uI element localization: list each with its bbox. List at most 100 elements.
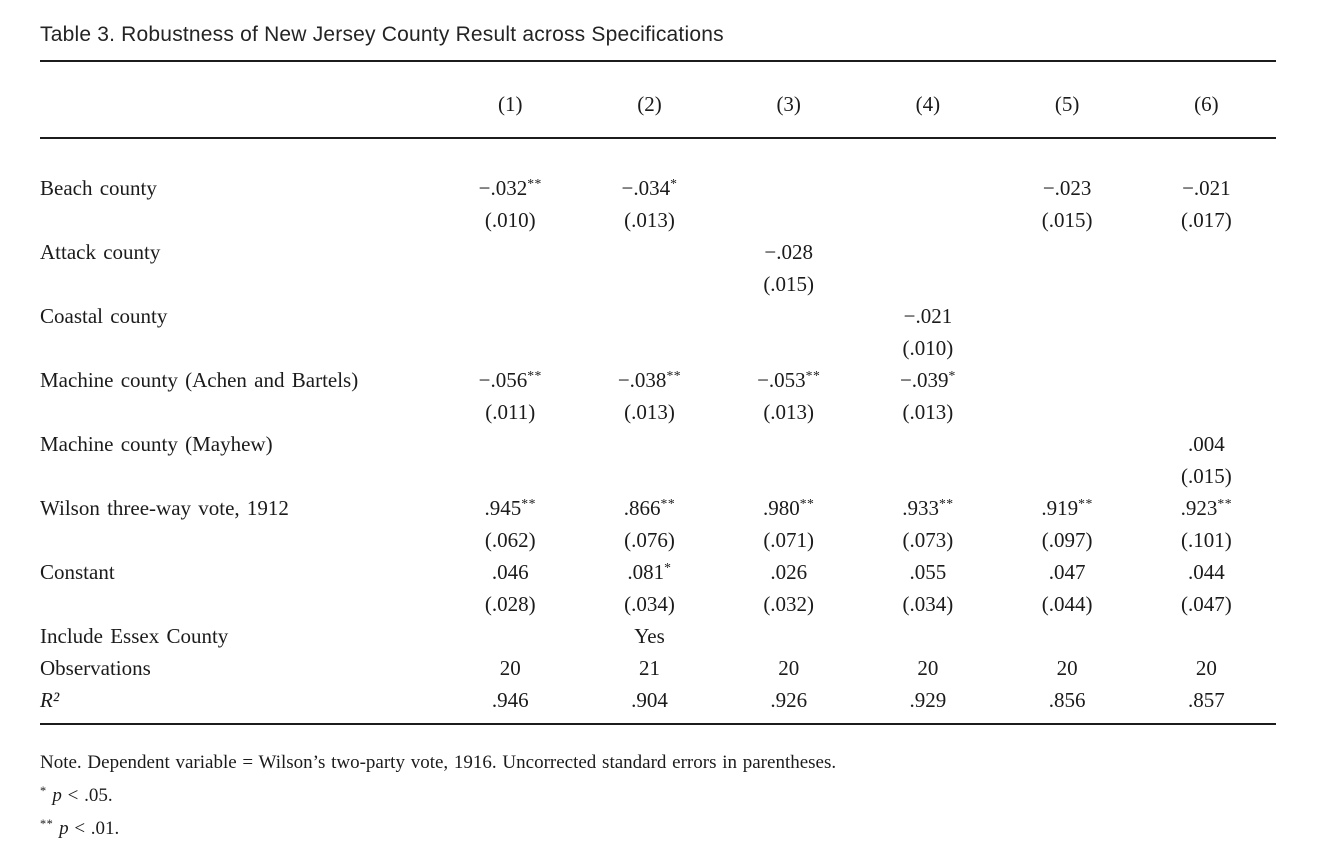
value-cell <box>580 332 719 364</box>
column-header-5: (5) <box>997 61 1137 139</box>
table-row: Wilson three-way vote, 1912 .945** .866**.… <box>40 492 1276 524</box>
value-cell: −.032** <box>478 176 542 200</box>
value-cell: (.062) <box>484 528 536 552</box>
value-cell: .946 <box>491 688 529 712</box>
value-cell: .933** <box>902 496 954 520</box>
value-cell <box>580 268 719 300</box>
table-row: (.011) (.013) (.013) (.013) <box>40 396 1276 428</box>
value-cell: 20 <box>778 656 800 680</box>
value-cell <box>441 460 580 492</box>
value-cell <box>719 300 858 332</box>
value-cell: (.028) <box>484 592 536 616</box>
value-cell <box>1137 620 1276 652</box>
table-row: Coastal county −.021 <box>40 300 1276 332</box>
value-cell: (.015) <box>763 272 815 296</box>
value-cell <box>1137 268 1276 300</box>
value-cell: 20 <box>1195 656 1217 680</box>
value-cell: .926 <box>770 688 808 712</box>
table-body: Beach county −.032** −.034* −.023 −.021 (.010… <box>40 138 1276 724</box>
table-row: (.062) (.076) (.071) (.073) (.097) (.101) <box>40 524 1276 556</box>
table-row: (.028) (.034) (.032) (.034) (.044) (.047) <box>40 588 1276 620</box>
value-cell <box>719 204 858 236</box>
row-label: Machine county (Mayhew) <box>40 432 273 456</box>
column-header-1: (1) <box>440 61 580 139</box>
value-cell <box>580 300 719 332</box>
value-cell <box>441 428 580 460</box>
value-cell <box>858 236 997 268</box>
row-label: Include Essex County <box>40 624 229 648</box>
value-cell: −.038** <box>617 368 682 392</box>
table-row: Attack county −.028 <box>40 236 1276 268</box>
value-cell: (.010) <box>902 336 954 360</box>
value-cell: .945** <box>484 496 536 520</box>
value-cell: (.013) <box>763 400 815 424</box>
sig-threshold: < .01. <box>74 818 120 839</box>
value-cell: −.028 <box>764 240 813 264</box>
value-cell <box>719 332 858 364</box>
value-cell <box>580 428 719 460</box>
value-cell <box>858 620 997 652</box>
p-symbol: p <box>59 818 69 839</box>
dependent-variable-note: Note. Dependent variable = Wilson’s two-… <box>40 752 837 773</box>
row-label: Beach county <box>40 176 157 200</box>
value-cell: 20 <box>499 656 521 680</box>
row-label: Attack county <box>40 240 161 264</box>
value-cell: (.010) <box>484 208 536 232</box>
value-cell: .046 <box>491 560 529 584</box>
sig-threshold: < .05. <box>67 785 113 806</box>
value-cell <box>858 428 997 460</box>
value-cell <box>998 428 1137 460</box>
table-row: (.015) <box>40 268 1276 300</box>
value-cell <box>441 268 580 300</box>
row-label: Observations <box>40 656 151 680</box>
table-row: (.010) <box>40 332 1276 364</box>
table-row: R² .946 .904 .926 .929 .856 .857 <box>40 684 1276 724</box>
value-cell: (.013) <box>902 400 954 424</box>
value-cell <box>858 138 997 204</box>
value-cell: −.053** <box>757 368 821 392</box>
value-cell <box>719 138 858 204</box>
table-title: Table 3. Robustness of New Jersey County… <box>40 23 724 46</box>
value-cell: (.076) <box>624 528 675 552</box>
value-cell <box>441 620 580 652</box>
column-header-3: (3) <box>719 61 859 139</box>
value-cell: (.013) <box>624 400 675 424</box>
value-cell <box>998 620 1137 652</box>
value-cell <box>998 300 1137 332</box>
value-cell <box>580 460 719 492</box>
value-cell <box>858 268 997 300</box>
value-cell <box>1137 364 1276 396</box>
value-cell: (.044) <box>1041 592 1093 616</box>
value-cell <box>998 268 1137 300</box>
row-label <box>40 460 441 492</box>
column-header-4: (4) <box>858 61 998 139</box>
value-cell: (.032) <box>763 592 815 616</box>
row-label: Constant <box>40 560 115 584</box>
table-row: Beach county −.032** −.034* −.023 −.021 <box>40 138 1276 204</box>
sig-note-p01: ** p < .01. <box>40 812 1276 845</box>
sig-note-p05: * p < .05. <box>40 779 1276 812</box>
value-cell: .857 <box>1187 688 1225 712</box>
value-cell <box>858 204 997 236</box>
value-cell: (.015) <box>1041 208 1093 232</box>
value-cell <box>441 236 580 268</box>
value-cell <box>1137 236 1276 268</box>
sig-star-double: ** <box>40 816 54 831</box>
value-cell: 21 <box>638 656 660 680</box>
table-row: Include Essex County Yes <box>40 620 1276 652</box>
value-cell: (.011) <box>485 400 536 424</box>
value-cell: .055 <box>909 560 947 584</box>
value-cell <box>998 364 1137 396</box>
row-label: Machine county (Achen and Bartels) <box>40 368 359 392</box>
column-header-2: (2) <box>579 61 720 139</box>
value-cell: .904 <box>631 688 668 712</box>
sig-star-single: * <box>40 783 47 798</box>
table-row: Constant .046 .081* .026 .055 .047 .044 <box>40 556 1276 588</box>
column-header-6: (6) <box>1136 61 1276 139</box>
value-cell <box>719 428 858 460</box>
value-cell: −.056** <box>478 368 542 392</box>
value-cell: −.021 <box>1182 176 1231 200</box>
value-cell: (.017) <box>1180 208 1232 232</box>
value-cell <box>719 460 858 492</box>
